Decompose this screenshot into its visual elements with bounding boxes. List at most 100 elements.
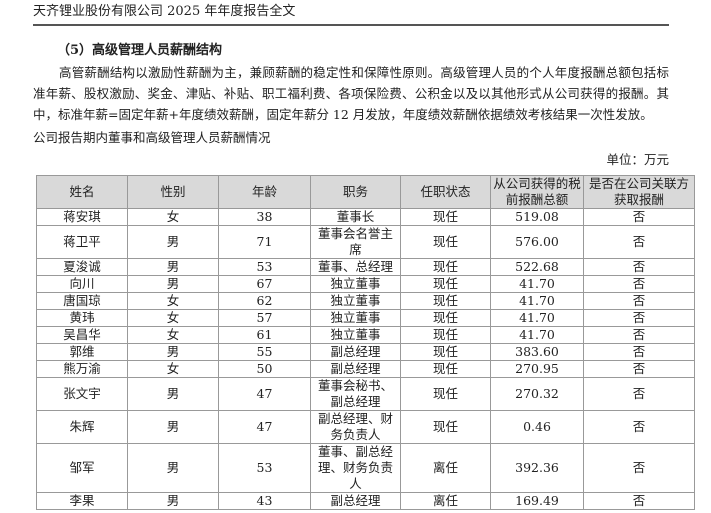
table-row: 张文宇男 47 董事会秘书、副总经理 现任 270.32 否 bbox=[36, 377, 695, 411]
table-cell: 否 bbox=[583, 326, 695, 344]
table-cell: 否 bbox=[583, 275, 695, 293]
table-cell: 否 bbox=[583, 492, 695, 510]
table-cell: 唐国琼 bbox=[36, 292, 128, 310]
table-cell: 47 bbox=[218, 410, 311, 444]
table-cell: 67 bbox=[218, 275, 311, 293]
table-cell: 否 bbox=[583, 377, 695, 411]
table-cell: 董事、总经理 bbox=[310, 258, 401, 276]
table-cell: 朱辉 bbox=[36, 410, 128, 444]
table-cell: 522.68 bbox=[490, 258, 584, 276]
column-header: 任职状态 bbox=[400, 175, 491, 209]
table-cell: 现任 bbox=[400, 410, 491, 444]
table-cell: 女 bbox=[127, 292, 219, 310]
column-header: 性别 bbox=[127, 175, 219, 209]
table-cell: 独立董事 bbox=[310, 292, 401, 310]
table-cell: 副总经理 bbox=[310, 343, 401, 361]
document-page: 天齐锂业股份有限公司 2025 年年度报告全文 （5）高级管理人员薪酬结构 高管… bbox=[33, 3, 695, 510]
table-cell: 吴昌华 bbox=[36, 326, 128, 344]
table-cell: 否 bbox=[583, 292, 695, 310]
column-header: 年龄 bbox=[218, 175, 311, 209]
unit-label: 单位：万元 bbox=[606, 152, 669, 167]
table-row: 李果男 43 副总经理 离任 169.49 否 bbox=[36, 492, 695, 510]
table-cell: 169.49 bbox=[490, 492, 584, 510]
table-cell: 独立董事 bbox=[310, 309, 401, 327]
table-cell: 61 bbox=[218, 326, 311, 344]
table-cell: 现任 bbox=[400, 309, 491, 327]
column-header: 姓名 bbox=[36, 175, 128, 209]
table-row: 熊万渝女 50 副总经理 现任 270.95 否 bbox=[36, 360, 695, 378]
table-cell: 男 bbox=[127, 410, 219, 444]
table-cell: 现任 bbox=[400, 377, 491, 411]
table-cell: 邹军 bbox=[36, 443, 128, 493]
table-cell: 38 bbox=[218, 208, 311, 226]
table-row: 向川男 67 独立董事 现任 41.70 否 bbox=[36, 275, 695, 293]
table-cell: 62 bbox=[218, 292, 311, 310]
table-row: 朱辉男 47 副总经理、财务负责人 现任 0.46 否 bbox=[36, 410, 695, 444]
table-row: 夏浚诚男 53 董事、总经理 现任 522.68 否 bbox=[36, 258, 695, 276]
table-cell: 392.36 bbox=[490, 443, 584, 493]
table-cell: 男 bbox=[127, 492, 219, 510]
table-cell: 现任 bbox=[400, 258, 491, 276]
table-cell: 蒋安琪 bbox=[36, 208, 128, 226]
table-cell: 41.70 bbox=[490, 292, 584, 310]
table-cell: 现任 bbox=[400, 208, 491, 226]
table-cell: 现任 bbox=[400, 225, 491, 259]
table-cell: 副总经理 bbox=[310, 360, 401, 378]
table-cell: 熊万渝 bbox=[36, 360, 128, 378]
table-cell: 否 bbox=[583, 225, 695, 259]
table-cell: 张文宇 bbox=[36, 377, 128, 411]
table-cell: 女 bbox=[127, 360, 219, 378]
table-cell: 夏浚诚 bbox=[36, 258, 128, 276]
table-row: 黄玮女 57 独立董事 现任 41.70 否 bbox=[36, 309, 695, 327]
table-cell: 53 bbox=[218, 443, 311, 493]
table-cell: 现任 bbox=[400, 326, 491, 344]
table-cell: 男 bbox=[127, 225, 219, 259]
table-cell: 否 bbox=[583, 360, 695, 378]
table-cell: 41.70 bbox=[490, 309, 584, 327]
table-cell: 离任 bbox=[400, 443, 491, 493]
table-cell: 男 bbox=[127, 343, 219, 361]
table-cell: 270.95 bbox=[490, 360, 584, 378]
table-cell: 否 bbox=[583, 208, 695, 226]
table-cell: 47 bbox=[218, 377, 311, 411]
table-cell: 383.60 bbox=[490, 343, 584, 361]
table-cell: 43 bbox=[218, 492, 311, 510]
table-cell: 519.08 bbox=[490, 208, 584, 226]
table-cell: 现任 bbox=[400, 360, 491, 378]
table-cell: 否 bbox=[583, 443, 695, 493]
column-header: 是否在公司关联方获取报酬 bbox=[583, 175, 695, 209]
table-cell: 女 bbox=[127, 326, 219, 344]
table-row: 吴昌华女 61 独立董事 现任 41.70 否 bbox=[36, 326, 695, 344]
table-cell: 71 bbox=[218, 225, 311, 259]
table-row: 郭维男 55 副总经理 现任 383.60 否 bbox=[36, 343, 695, 361]
column-header: 从公司获得的税前报酬总额 bbox=[490, 175, 584, 209]
table-cell: 50 bbox=[218, 360, 311, 378]
table-cell: 现任 bbox=[400, 343, 491, 361]
table-cell: 副总经理、财务负责人 bbox=[310, 410, 401, 444]
table-cell: 董事会名誉主席 bbox=[310, 225, 401, 259]
paragraph: 高管薪酬结构以激励性薪酬为主，兼顾薪酬的稳定性和保障性原则。高级管理人员的个人年… bbox=[33, 65, 669, 122]
table-cell: 董事长 bbox=[310, 208, 401, 226]
table-cell: 独立董事 bbox=[310, 275, 401, 293]
table-cell: 男 bbox=[127, 275, 219, 293]
table-cell: 黄玮 bbox=[36, 309, 128, 327]
table-cell: 董事会秘书、副总经理 bbox=[310, 377, 401, 411]
table-cell: 独立董事 bbox=[310, 326, 401, 344]
compensation-table: 姓名 性别 年龄 职务 任职状态 从公司获得的税前报酬总额 是否在公司关联方获取报酬 蒋安琪… bbox=[36, 175, 695, 510]
table-cell: 55 bbox=[218, 343, 311, 361]
table-cell: 41.70 bbox=[490, 326, 584, 344]
document-header: 天齐锂业股份有限公司 2025 年年度报告全文 bbox=[33, 3, 669, 26]
table-cell: 郭维 bbox=[36, 343, 128, 361]
table-cell: 女 bbox=[127, 309, 219, 327]
table-cell: 270.32 bbox=[490, 377, 584, 411]
table-cell: 否 bbox=[583, 410, 695, 444]
table-cell: 李果 bbox=[36, 492, 128, 510]
table-cell: 董事、副总经理、财务负责人 bbox=[310, 443, 401, 493]
table-cell: 576.00 bbox=[490, 225, 584, 259]
table-cell: 57 bbox=[218, 309, 311, 327]
table-header-row: 姓名 性别 年龄 职务 任职状态 从公司获得的税前报酬总额 是否在公司关联方获取报酬 bbox=[36, 175, 695, 209]
table-row: 蒋安琪女 38 董事长 现任 519.08 否 bbox=[36, 208, 695, 226]
table-cell: 蒋卫平 bbox=[36, 225, 128, 259]
table-cell: 41.70 bbox=[490, 275, 584, 293]
table-caption: 公司报告期内董事和高级管理人员薪酬情况 bbox=[33, 130, 271, 145]
